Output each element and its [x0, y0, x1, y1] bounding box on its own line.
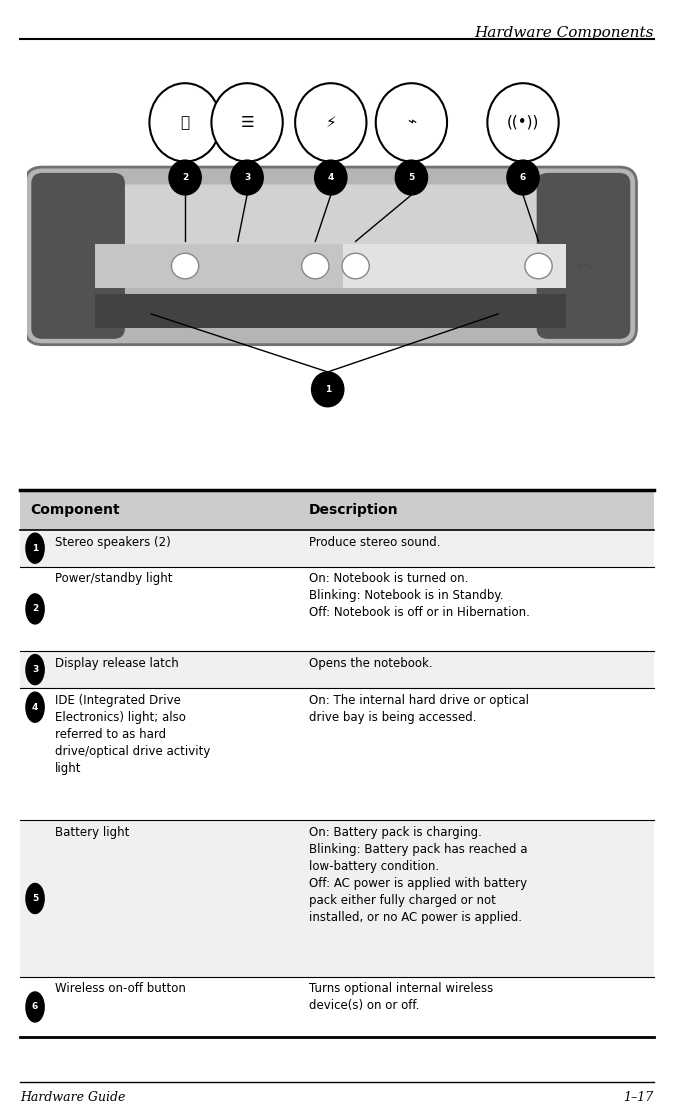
Text: 2: 2 — [32, 604, 38, 613]
Text: Produce stereo sound.: Produce stereo sound. — [309, 535, 441, 549]
Text: Battery light: Battery light — [55, 826, 129, 839]
Bar — [95, 244, 343, 288]
Bar — [20, 490, 654, 530]
Ellipse shape — [376, 83, 447, 161]
Circle shape — [26, 884, 44, 914]
Text: Opens the notebook.: Opens the notebook. — [309, 657, 433, 670]
Text: Wireless on-off button: Wireless on-off button — [55, 983, 186, 995]
Ellipse shape — [487, 83, 559, 161]
Text: IDE (Integrated Drive
Electronics) light; also
referred to as hard
drive/optical: IDE (Integrated Drive Electronics) light… — [55, 693, 211, 775]
Text: 5: 5 — [32, 894, 38, 903]
Circle shape — [525, 254, 552, 278]
Text: 2: 2 — [182, 173, 188, 183]
Circle shape — [302, 254, 329, 278]
Bar — [20, 820, 654, 976]
Text: Power/standby light: Power/standby light — [55, 572, 173, 585]
Text: 1: 1 — [325, 385, 331, 394]
Text: Hardware Guide: Hardware Guide — [20, 1091, 125, 1104]
Ellipse shape — [315, 160, 347, 195]
Circle shape — [26, 692, 44, 722]
Ellipse shape — [169, 160, 202, 195]
Text: On: The internal hard drive or optical
drive bay is being accessed.: On: The internal hard drive or optical d… — [309, 693, 529, 723]
FancyBboxPatch shape — [537, 173, 630, 338]
Circle shape — [26, 594, 44, 624]
Text: On: Battery pack is charging.
Blinking: Battery pack has reached a
low-battery c: On: Battery pack is charging. Blinking: … — [309, 826, 528, 924]
Bar — [20, 567, 654, 651]
Text: ⚡: ⚡ — [326, 115, 336, 130]
Ellipse shape — [295, 83, 367, 161]
Text: 5: 5 — [408, 173, 415, 183]
Bar — [20, 688, 654, 820]
Text: Display release latch: Display release latch — [55, 657, 179, 670]
Text: ((•)): ((•)) — [578, 263, 592, 269]
Circle shape — [26, 992, 44, 1022]
Text: ((•)): ((•)) — [507, 115, 539, 130]
Bar — [95, 294, 566, 328]
Text: 3: 3 — [32, 666, 38, 674]
Circle shape — [26, 533, 44, 563]
Text: 4: 4 — [32, 702, 38, 711]
Text: ☰: ☰ — [240, 115, 254, 130]
Ellipse shape — [395, 160, 427, 195]
Text: 1: 1 — [32, 543, 38, 553]
Text: 6: 6 — [32, 1003, 38, 1012]
Text: Description: Description — [309, 503, 399, 516]
Text: On: Notebook is turned on.
Blinking: Notebook is in Standby.
Off: Notebook is of: On: Notebook is turned on. Blinking: Not… — [309, 572, 530, 620]
Bar — [20, 530, 654, 567]
FancyBboxPatch shape — [31, 173, 125, 338]
Text: Turns optional internal wireless
device(s) on or off.: Turns optional internal wireless device(… — [309, 983, 493, 1013]
Circle shape — [26, 654, 44, 684]
Ellipse shape — [150, 83, 221, 161]
Text: 6: 6 — [520, 173, 526, 183]
Text: 1–17: 1–17 — [623, 1091, 654, 1104]
Text: Stereo speakers (2): Stereo speakers (2) — [55, 535, 171, 549]
Text: Component: Component — [30, 503, 120, 516]
Ellipse shape — [212, 83, 283, 161]
Ellipse shape — [507, 160, 539, 195]
Ellipse shape — [311, 372, 344, 406]
Text: ⌁: ⌁ — [407, 115, 416, 130]
Ellipse shape — [231, 160, 264, 195]
Text: 3: 3 — [244, 173, 250, 183]
Text: 4: 4 — [328, 173, 334, 183]
Circle shape — [342, 254, 369, 278]
FancyBboxPatch shape — [53, 185, 609, 275]
Text: Hardware Components: Hardware Components — [474, 26, 654, 40]
Bar — [95, 244, 566, 288]
Bar — [20, 651, 654, 688]
Circle shape — [171, 254, 199, 278]
FancyBboxPatch shape — [25, 167, 636, 345]
Bar — [20, 976, 654, 1037]
Text: ⏻: ⏻ — [181, 115, 189, 130]
